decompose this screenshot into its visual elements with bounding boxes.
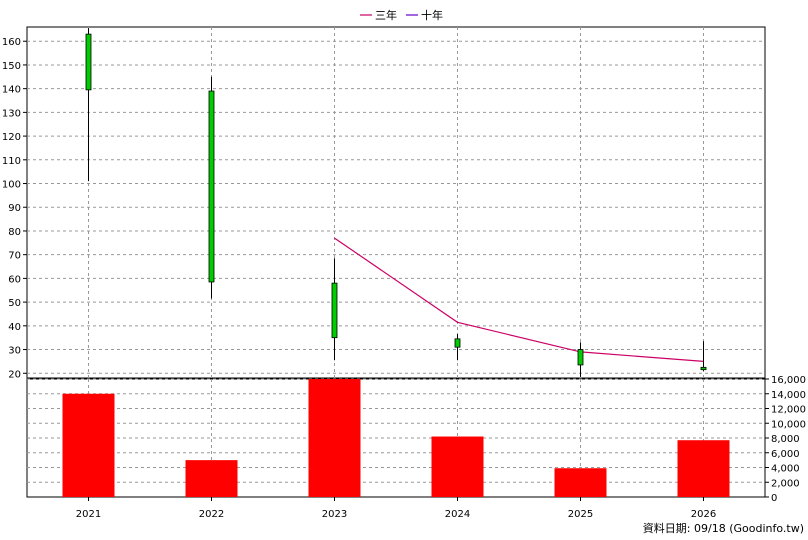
volume-tick-label: 2,000 bbox=[771, 478, 800, 489]
price-tick-label: 50 bbox=[8, 298, 21, 309]
volume-tick-label: 14,000 bbox=[771, 390, 806, 401]
volume-tick-label: 6,000 bbox=[771, 449, 800, 460]
candle-body bbox=[700, 366, 707, 371]
volume-bar bbox=[554, 468, 607, 497]
price-tick-label: 20 bbox=[8, 369, 21, 380]
x-tick-label: 2023 bbox=[322, 509, 347, 520]
series-line-three-year bbox=[334, 237, 704, 362]
x-tick-label: 2021 bbox=[76, 509, 101, 520]
price-tick-label: 160 bbox=[2, 37, 21, 48]
volume-tick-label: 8,000 bbox=[771, 434, 800, 445]
price-tick-label: 80 bbox=[8, 227, 21, 238]
volume-tick-label: 0 bbox=[771, 493, 777, 504]
candle-body bbox=[208, 90, 215, 283]
footer-data-date: 資料日期: 09/18 (Goodinfo.tw) bbox=[643, 521, 804, 535]
price-panel: 20 30 40 50 60 70 80 90 100 110 120 130 140 150 160 bbox=[2, 26, 766, 380]
price-tick-label: 150 bbox=[2, 61, 21, 72]
candle-body bbox=[85, 33, 92, 91]
volume-tick-label: 12,000 bbox=[771, 405, 806, 416]
price-tick-label: 130 bbox=[2, 108, 21, 119]
price-tick-label: 120 bbox=[2, 132, 21, 143]
candle-body bbox=[331, 282, 338, 339]
volume-bar bbox=[308, 379, 361, 497]
x-tick-label: 2022 bbox=[199, 509, 224, 520]
volume-tick-label: 10,000 bbox=[771, 419, 806, 430]
volume-bar bbox=[185, 460, 238, 497]
volume-bar bbox=[677, 440, 730, 497]
price-tick-label: 140 bbox=[2, 85, 21, 96]
volume-bar bbox=[431, 436, 484, 497]
price-tick-label: 40 bbox=[8, 322, 21, 333]
legend-label-three-year: 三年 bbox=[375, 8, 397, 22]
volume-tick-label: 4,000 bbox=[771, 464, 800, 475]
volume-tick-label: 16,000 bbox=[771, 375, 806, 386]
price-tick-label: 110 bbox=[2, 156, 21, 167]
legend-label-ten-year: 十年 bbox=[421, 8, 443, 22]
candle-body bbox=[454, 338, 461, 348]
price-tick-label: 90 bbox=[8, 203, 21, 214]
volume-panel: 0 2,000 4,000 6,000 8,000 10,000 12,000 14,000 1… bbox=[26, 375, 806, 504]
x-tick-label: 2025 bbox=[568, 509, 593, 520]
price-tick-label: 30 bbox=[8, 346, 21, 357]
price-tick-label: 70 bbox=[8, 251, 21, 262]
price-tick-label: 100 bbox=[2, 180, 21, 191]
volume-bar bbox=[62, 393, 115, 497]
legend: 三年 十年 bbox=[360, 8, 443, 22]
x-axis: 2021 2022 2023 2024 2025 2026 bbox=[76, 497, 716, 520]
price-plot-frame bbox=[26, 26, 766, 379]
x-tick-label: 2024 bbox=[445, 509, 470, 520]
x-tick-label: 2026 bbox=[691, 509, 716, 520]
price-tick-label: 60 bbox=[8, 274, 21, 285]
candle-body bbox=[577, 349, 584, 366]
